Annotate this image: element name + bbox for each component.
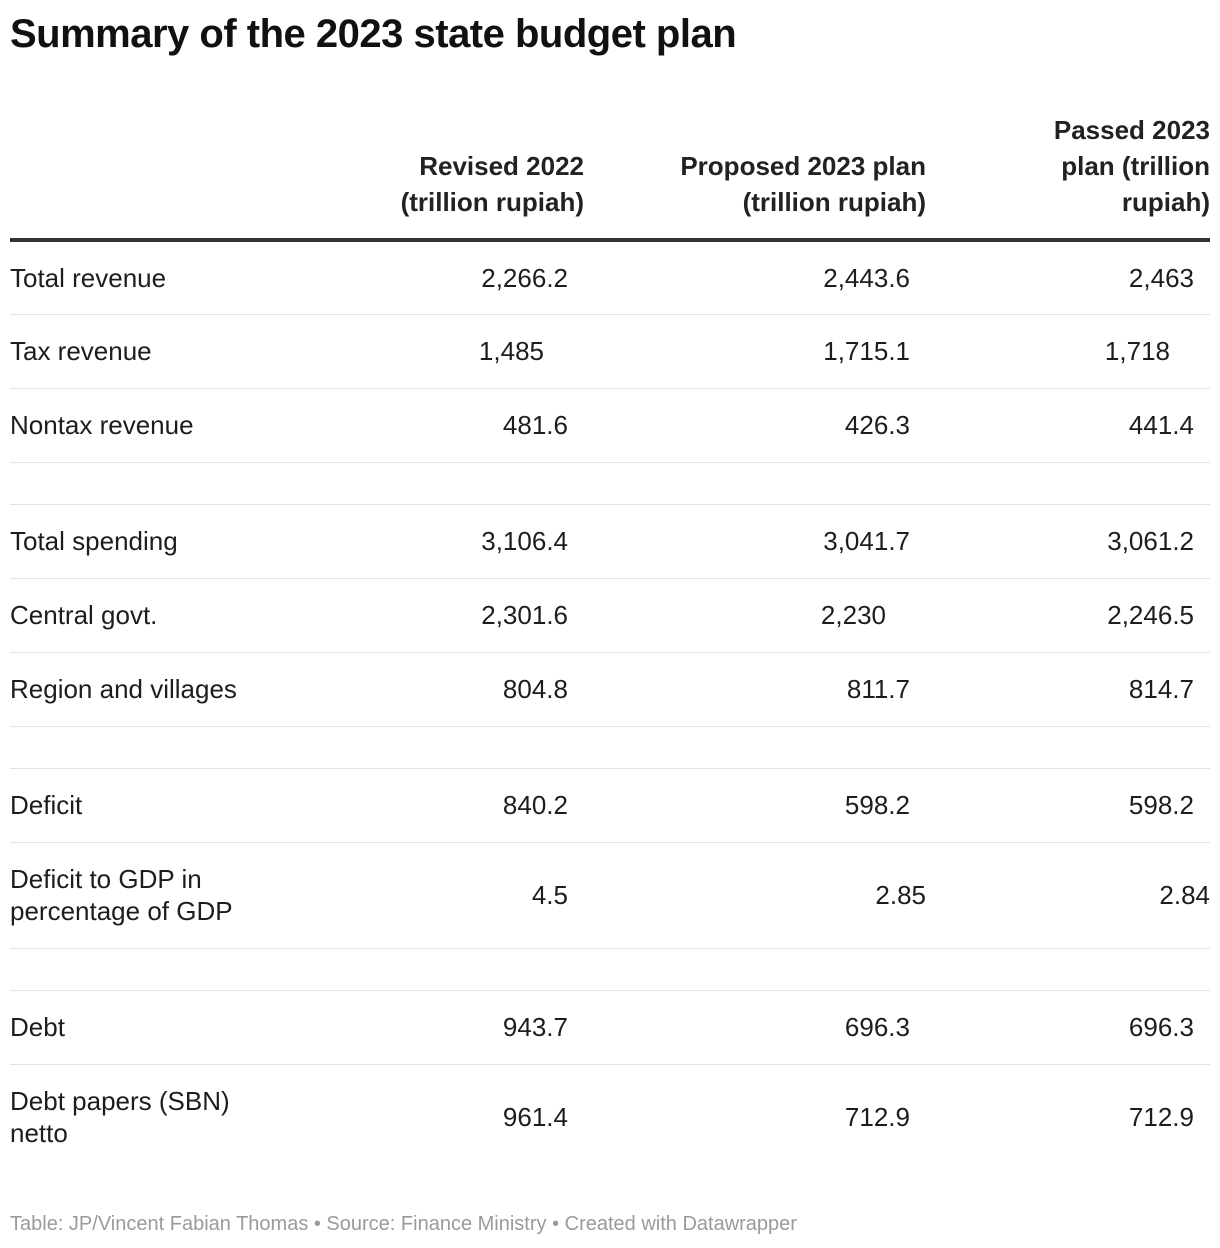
- table-cell: 712.9: [1128, 1102, 1194, 1133]
- table-cell: 598.2: [926, 768, 1210, 843]
- table-cell: 598.2: [584, 768, 926, 843]
- table-cell: 3,061.2: [926, 504, 1210, 579]
- table-spacer-row: [10, 726, 1210, 769]
- table-cell: 961.4: [502, 1102, 568, 1133]
- spacer-cell: [584, 462, 926, 505]
- spacer-cell: [926, 726, 1210, 769]
- table-row: Central govt. 2,301.6 2,230 2,246.5: [10, 578, 1210, 653]
- spacer-cell: [584, 726, 926, 769]
- spacer-cell: [10, 462, 300, 505]
- table-cell: 1,718: [926, 314, 1210, 389]
- table-cell: 696.3: [926, 990, 1210, 1065]
- table-cell: 712.9: [844, 1102, 910, 1133]
- table-cell: 804.8: [300, 652, 584, 727]
- table-cell: 840.2: [300, 768, 584, 843]
- spacer-cell: [926, 462, 1210, 505]
- column-header-revised-2022: Revised 2022 (trillion rupiah): [300, 112, 584, 242]
- table-row: Debt 943.7 696.3 696.3: [10, 990, 1210, 1065]
- row-label: Nontax revenue: [10, 388, 300, 463]
- spacer-cell: [10, 726, 300, 769]
- footer-credits: Table: JP/Vincent Fabian Thomas • Source…: [10, 1213, 797, 1235]
- table-cell: 814.7: [926, 652, 1210, 727]
- spacer-cell: [10, 948, 300, 991]
- table-cell: 3,041.7: [584, 504, 926, 579]
- table-cell: 2,443.6: [584, 240, 926, 315]
- table-row: Region and villages 804.8 811.7 814.7: [10, 652, 1210, 727]
- table-cell: 4.5: [300, 842, 584, 949]
- table-cell: 3,106.4: [300, 504, 584, 579]
- table-row: Deficit to GDP in percentage of GDP 4.5 2.…: [10, 842, 1210, 949]
- table-cell: 811.7: [584, 652, 926, 727]
- table-cell: 2,246.5: [926, 578, 1210, 653]
- table-cell: 2,266.2: [300, 240, 584, 315]
- table-cell: 2,301.6: [300, 578, 584, 653]
- table-row: Tax revenue 1,485 1,715.1 1,718: [10, 314, 1210, 389]
- table-spacer-row: [10, 948, 1210, 991]
- table-cell: 943.7: [300, 990, 584, 1065]
- budget-table: Revised 2022 (trillion rupiah) Proposed …: [10, 112, 1210, 1170]
- table-row: Total revenue 2,266.2 2,443.6 2,463: [10, 240, 1210, 315]
- table-row: Debt papers (SBN) netto 961.4 712.9 712.9: [10, 1064, 1210, 1170]
- row-label: Total revenue: [10, 240, 300, 315]
- table-cell: 426.3: [584, 388, 926, 463]
- row-label: Debt: [10, 990, 300, 1065]
- table-cell: 1,715.1: [584, 314, 926, 389]
- row-label: Tax revenue: [10, 314, 300, 389]
- column-header-passed-2023: Passed 2023 plan (trillion rupiah): [926, 112, 1210, 242]
- table-cell: 2,230: [584, 578, 926, 653]
- spacer-cell: [300, 948, 584, 991]
- row-label: Total spending: [10, 504, 300, 579]
- table-cell: 2.84: [926, 842, 1210, 949]
- table-cell: 481.6: [300, 388, 584, 463]
- table-cell: 696.3: [584, 990, 926, 1065]
- spacer-cell: [300, 726, 584, 769]
- row-label: Debt papers (SBN) netto: [10, 1086, 230, 1149]
- table-row: Nontax revenue 481.6 426.3 441.4: [10, 388, 1210, 463]
- spacer-cell: [584, 948, 926, 991]
- table-cell: 2,463: [926, 240, 1210, 315]
- row-label: Deficit: [10, 768, 300, 843]
- table-cell: 2.85: [584, 842, 926, 949]
- table-spacer-row: [10, 462, 1210, 505]
- spacer-cell: [300, 462, 584, 505]
- table-cell: 1,485: [300, 314, 584, 389]
- table-row: Deficit 840.2 598.2 598.2: [10, 768, 1210, 843]
- spacer-cell: [926, 948, 1210, 991]
- row-label: Central govt.: [10, 578, 300, 653]
- column-header-label: [10, 112, 300, 242]
- row-label: Deficit to GDP in percentage of GDP: [10, 842, 300, 949]
- table-header-row: Revised 2022 (trillion rupiah) Proposed …: [10, 112, 1210, 242]
- chart-title: Summary of the 2023 state budget plan: [10, 12, 737, 56]
- table-row: Total spending 3,106.4 3,041.7 3,061.2: [10, 504, 1210, 579]
- table-cell: 441.4: [926, 388, 1210, 463]
- row-label: Region and villages: [10, 652, 300, 727]
- column-header-proposed-2023: Proposed 2023 plan (trillion rupiah): [584, 112, 926, 242]
